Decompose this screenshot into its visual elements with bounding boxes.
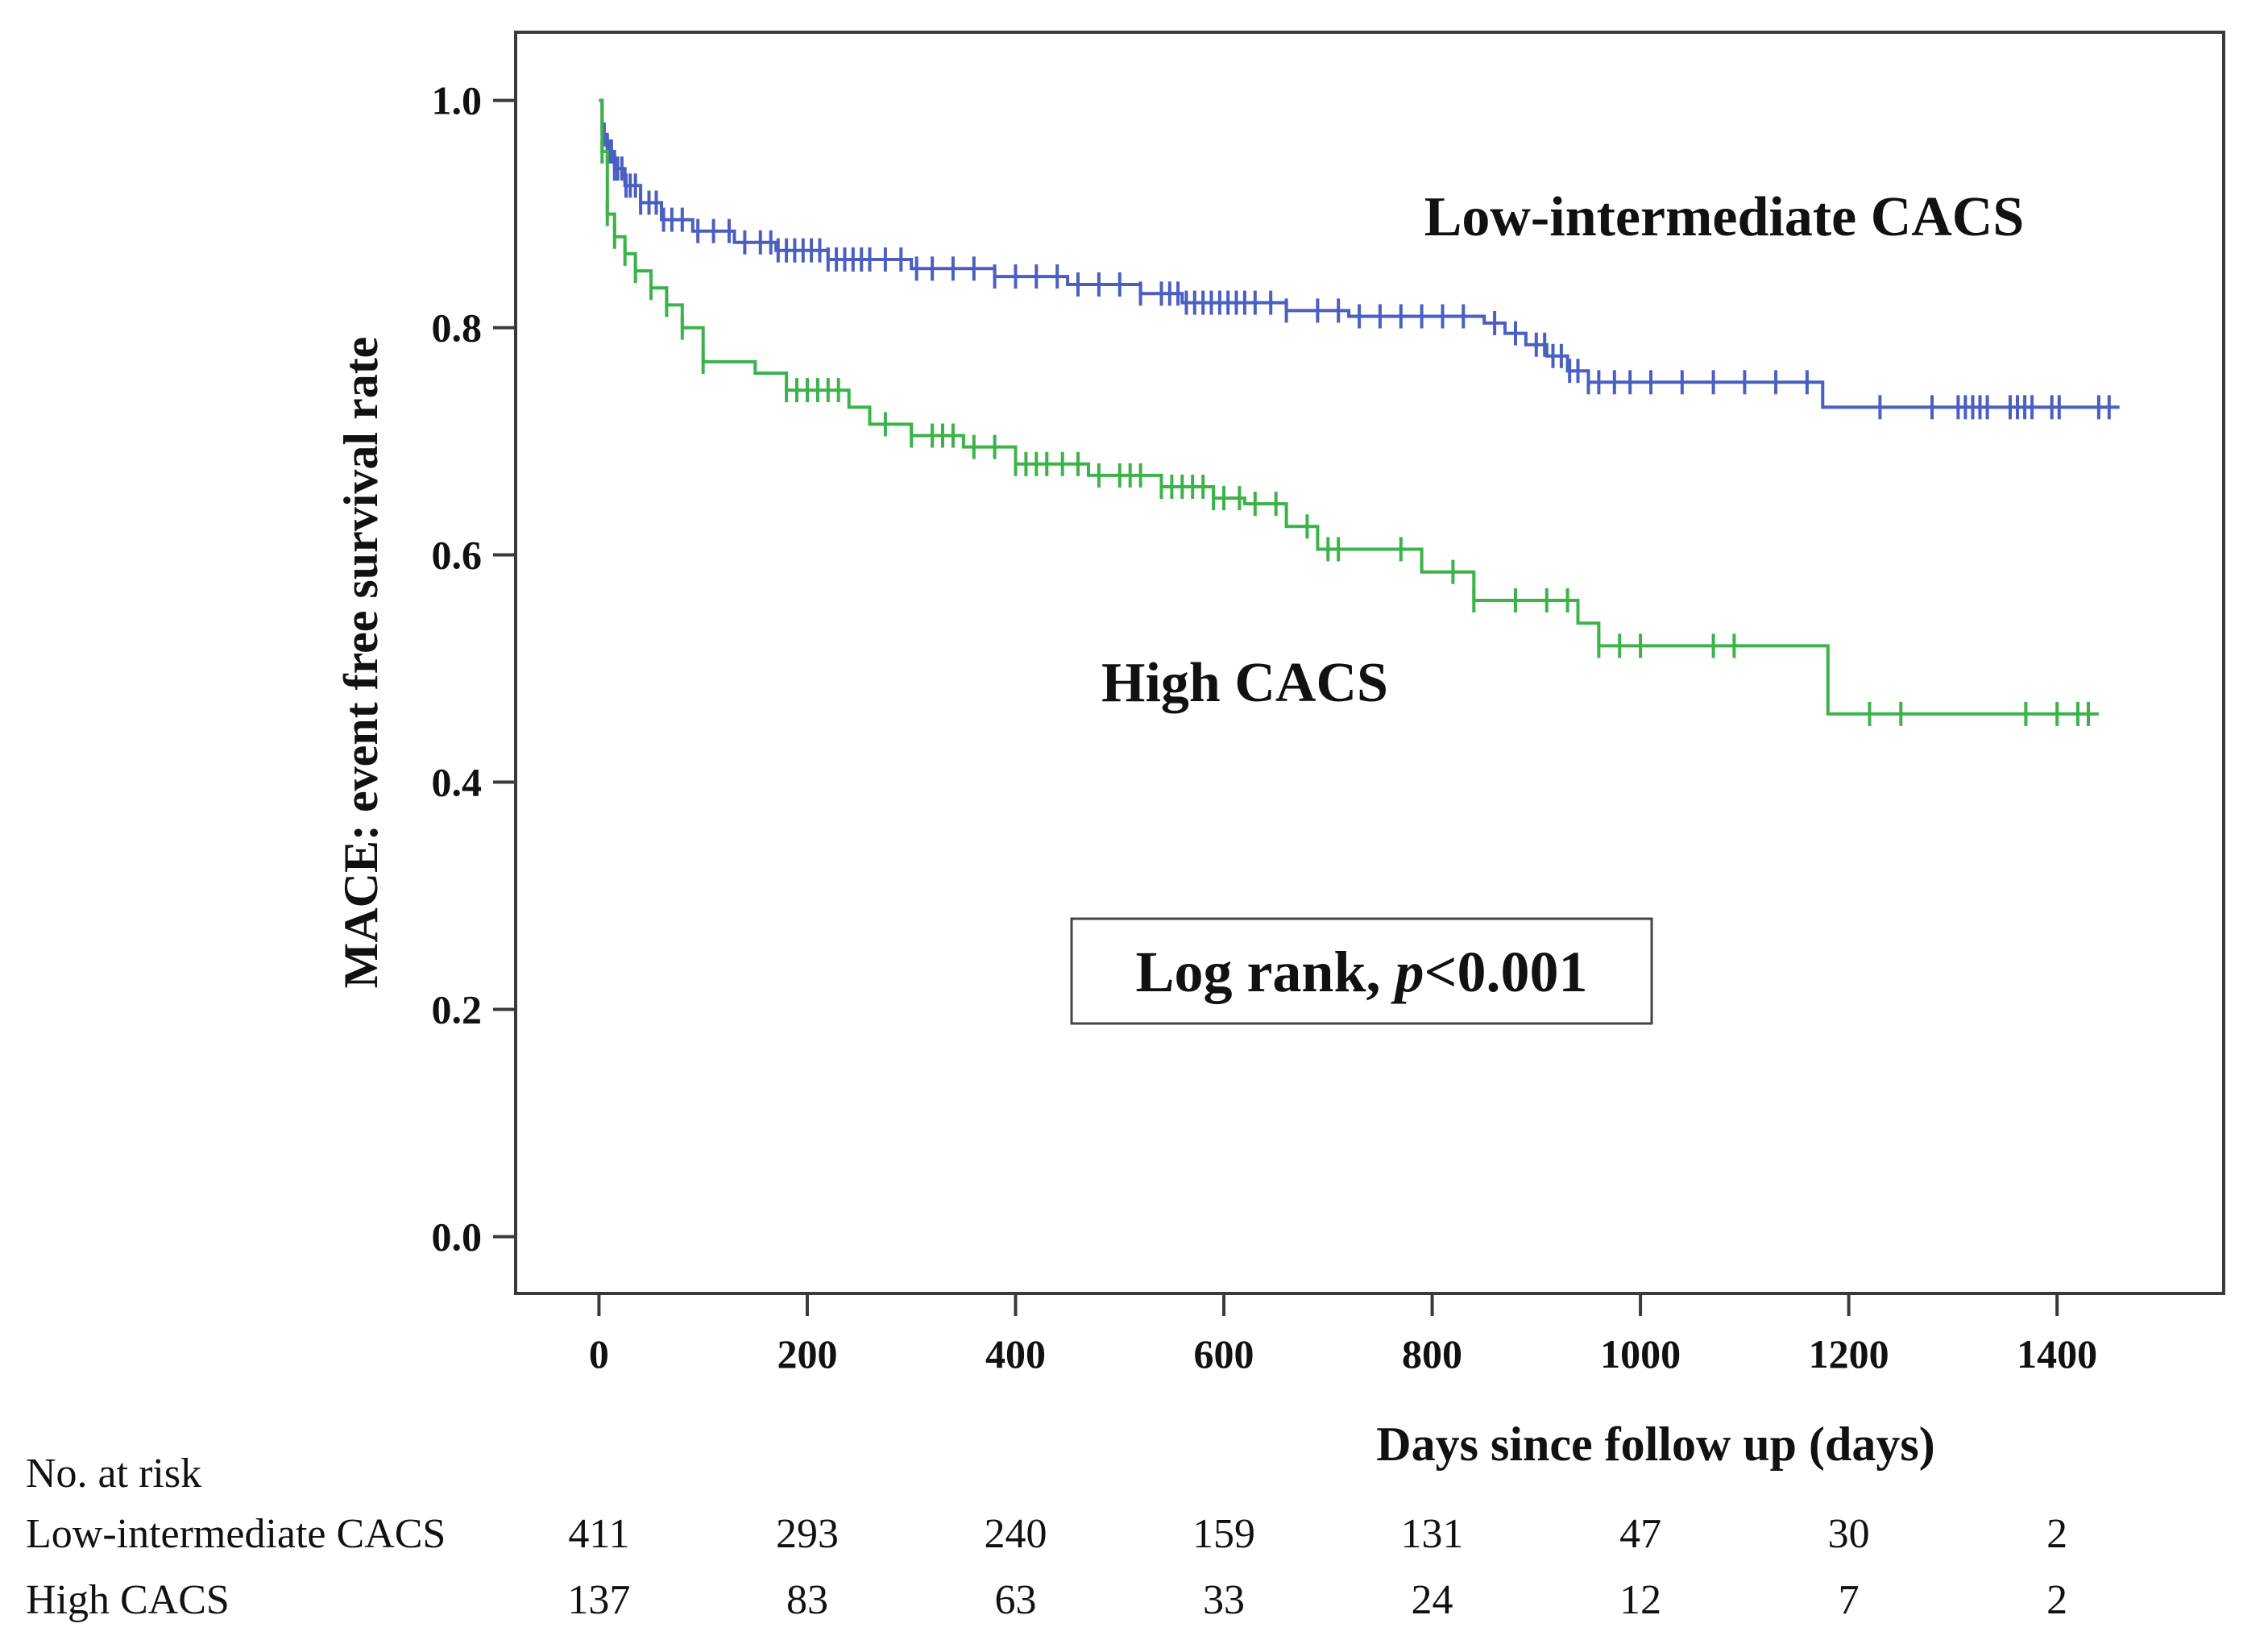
x-tick-label: 400 [985, 1331, 1046, 1376]
y-axis-title: MACE: event free survival rate [334, 337, 388, 989]
risk-value: 2 [2046, 1577, 2067, 1623]
plot-area [514, 31, 2225, 1295]
censor-marks-low-intermediate [602, 122, 2111, 420]
annotation-text: Log rank, p<0.001 [1135, 940, 1587, 1004]
annotation-suffix: <0.001 [1424, 940, 1588, 1004]
x-tick-label: 0 [589, 1331, 609, 1376]
annotation-box [1070, 917, 1653, 1025]
x-axis-title: Days since follow up (days) [1376, 1418, 1934, 1471]
risk-row-label-high: High CACS [26, 1577, 230, 1623]
plot-frame [514, 31, 2225, 1295]
y-tick-label: 0.6 [432, 533, 483, 578]
risk-table: No. at risk Low-intermediate CACS High C… [26, 1451, 2067, 1623]
series-layer [599, 98, 2120, 726]
risk-value: 293 [776, 1511, 839, 1557]
series-label-high: High CACS [1101, 652, 1388, 714]
risk-value: 83 [786, 1577, 828, 1623]
risk-row-label-low: Low-intermediate CACS [26, 1511, 446, 1557]
risk-value: 30 [1828, 1511, 1870, 1557]
risk-value: 12 [1619, 1577, 1661, 1623]
y-tick-label: 0.0 [432, 1214, 483, 1260]
y-tick-label: 0.4 [432, 760, 483, 805]
risk-value: 159 [1192, 1511, 1255, 1557]
risk-value: 24 [1412, 1577, 1453, 1623]
risk-value: 33 [1203, 1577, 1245, 1623]
risk-value: 240 [984, 1511, 1047, 1557]
x-tick-label: 600 [1194, 1331, 1254, 1376]
risk-value: 131 [1401, 1511, 1464, 1557]
annotation-prefix: Log rank, [1135, 940, 1395, 1004]
series-label-low-intermediate: Low-intermediate CACS [1424, 186, 2025, 248]
log-rank-annotation: Log rank, p<0.001 [1070, 917, 1653, 1025]
x-tick-label: 200 [777, 1331, 837, 1376]
x-tick-label: 800 [1402, 1331, 1462, 1376]
risk-value: 2 [2046, 1511, 2067, 1557]
y-tick-label: 0.8 [432, 305, 483, 351]
y-axis: 0.0 0.2 0.4 0.6 0.8 1.0 [432, 78, 516, 1260]
risk-table-heading: No. at risk [26, 1451, 201, 1497]
risk-value: 137 [567, 1577, 630, 1623]
risk-value: 7 [1839, 1577, 1860, 1623]
risk-value: 63 [994, 1577, 1036, 1623]
risk-value: 411 [568, 1511, 629, 1557]
x-tick-label: 1200 [1809, 1331, 1889, 1376]
annotation-p: p [1391, 940, 1424, 1004]
x-axis: 0 200 400 600 800 1000 1200 1400 [589, 1293, 2097, 1376]
risk-value: 47 [1619, 1511, 1661, 1557]
x-tick-label: 1400 [2017, 1331, 2097, 1376]
y-tick-label: 1.0 [432, 78, 483, 123]
x-tick-label: 1000 [1600, 1331, 1681, 1376]
censor-marks-high [600, 139, 2090, 726]
y-tick-label: 0.2 [432, 987, 483, 1032]
risk-values: 411 293 240 159 131 47 30 2 137 83 63 33 24 12 7 2 [567, 1511, 2067, 1623]
